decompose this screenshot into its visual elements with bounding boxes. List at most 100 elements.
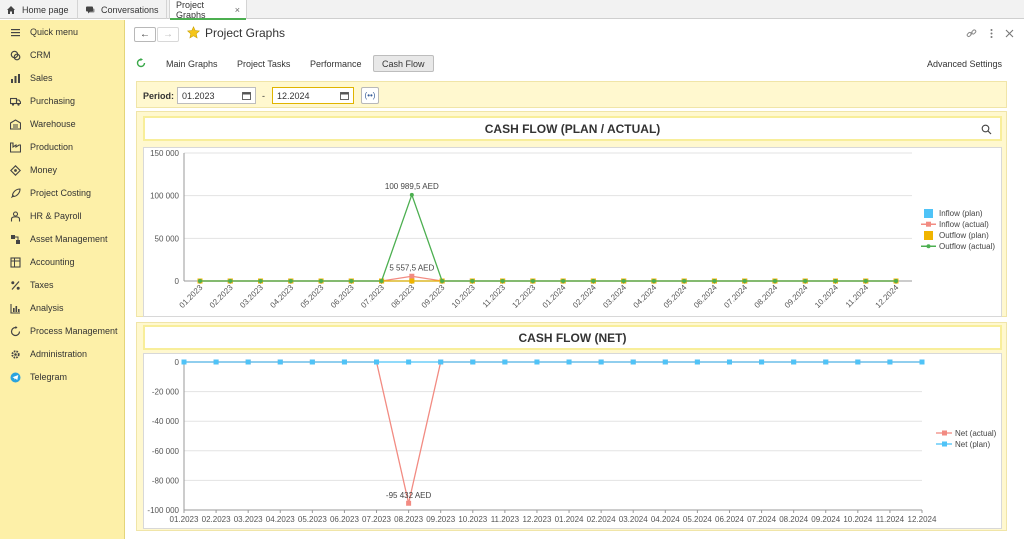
sidebar-item-production[interactable]: Production [0,137,125,157]
chart2-title: CASH FLOW (NET) [143,325,1002,350]
y-tick-label: -20 000 [152,388,180,397]
y-tick-label: 150 000 [150,149,179,158]
x-tick-label: 02.2024 [571,283,598,310]
x-tick-label: 12.2024 [874,283,901,310]
sidebar-item-label: Purchasing [30,96,76,106]
legend-label: Inflow (actual) [939,220,989,229]
period-separator: - [262,91,265,101]
sidebar-item-sales[interactable]: Sales [0,68,125,88]
period-from-value: 01.2023 [182,90,215,101]
x-tick-label: 07.2024 [747,515,776,524]
chart2-title-text: CASH FLOW (NET) [518,330,627,345]
person-icon [10,210,21,221]
sales-icon [11,73,20,83]
chart1-plot-area: 0 50 000 100 000 150 000 01.2023 02.2023 03.20… [143,147,1002,317]
subtab-performance[interactable]: Performance [310,58,362,69]
period-select-button[interactable]: (••) [361,87,379,104]
sidebar-item-taxes[interactable]: Taxes [0,275,125,295]
tab-label: Home page [22,4,69,15]
data-point [682,279,687,283]
legend-marker [926,221,931,227]
sidebar-item-warehouse[interactable]: Warehouse [0,114,125,134]
series-line [184,361,922,504]
legend-marker [926,244,931,249]
x-tick-label: 04.2023 [266,515,295,524]
process-icon [10,325,21,336]
period-from-input[interactable]: 01.2023 [177,87,256,104]
tab-conversations[interactable]: Conversations [79,0,167,19]
y-tick-label: 0 [175,277,180,286]
data-point [409,192,414,197]
data-point [694,359,700,365]
x-tick-label: 10.2023 [458,515,487,524]
top-tab-bar: Home page Conversations Project Graphs × [0,0,1024,20]
x-tick-label: 04.2024 [651,515,680,524]
close-icon[interactable]: × [234,4,240,15]
close-page-icon[interactable] [1004,28,1015,39]
sidebar-item-purchasing[interactable]: Purchasing [0,91,125,111]
tab-project-graphs[interactable]: Project Graphs × [169,0,247,20]
x-tick-label: 08.2024 [779,515,808,524]
series-line [200,275,896,282]
asset-icon [11,234,20,244]
advanced-settings-link[interactable]: Advanced Settings [926,59,1002,69]
data-point [309,359,315,365]
calendar-icon[interactable] [242,91,251,100]
data-point [726,359,732,365]
magnifier-icon[interactable] [981,124,992,135]
sidebar-item-money[interactable]: Money [0,160,125,180]
data-point [228,279,233,283]
data-point [772,279,777,283]
sidebar-item-label: Quick menu [30,27,79,37]
factory-icon [10,141,21,153]
tab-home-page[interactable]: Home page [0,0,78,19]
subtab-cash-flow[interactable]: Cash Flow [373,55,434,72]
sidebar-item-label: Project Costing [30,188,92,198]
period-to-input[interactable]: 12.2024 [272,87,354,104]
data-point [591,279,596,283]
gear-icon [11,349,20,359]
data-point [833,279,838,283]
link-icon[interactable] [966,28,977,39]
x-tick-label: 04.2024 [632,283,659,310]
data-point [919,359,925,365]
x-tick-label: 06.2024 [692,283,719,310]
sidebar-item-hr-payroll[interactable]: HR & Payroll [0,206,125,226]
data-point [341,359,347,365]
warehouse-icon [10,118,21,130]
forward-button[interactable]: → [157,27,179,42]
sidebar-item-telegram[interactable]: Telegram [0,367,125,387]
sidebar-item-accounting[interactable]: Accounting [0,252,125,272]
x-tick-label: 09.2024 [811,515,840,524]
data-point [621,279,626,283]
favorite-star-icon[interactable] [187,26,200,39]
sidebar-item-label: Taxes [30,280,54,290]
more-options-icon[interactable] [986,28,997,39]
x-tick-label: 09.2024 [783,283,810,310]
rocket-icon [10,187,21,198]
legend-swatch [924,231,933,240]
y-tick-label: -80 000 [152,476,180,485]
sidebar-item-process-management[interactable]: Process Management [0,321,125,341]
refresh-icon[interactable] [136,58,146,68]
data-point [181,359,187,365]
legend-marker [942,430,947,436]
sidebar-item-label: Telegram [30,372,68,382]
sidebar-item-crm[interactable]: CRM [0,45,125,65]
x-tick-label: 09.2023 [426,515,455,524]
subtab-project-tasks[interactable]: Project Tasks [237,58,291,69]
crm-icon [10,50,21,60]
subtab-main-graphs[interactable]: Main Graphs [166,58,218,69]
ledger-icon [10,256,21,268]
calendar-icon[interactable] [340,91,349,100]
page-title: Project Graphs [205,26,286,40]
sidebar-item-analysis[interactable]: Analysis [0,298,125,318]
x-tick-label: 01.2024 [541,283,568,310]
back-button[interactable]: ← [134,27,156,42]
sidebar-item-administration[interactable]: Administration [0,344,125,364]
sidebar-item-quick-menu[interactable]: Quick menu [0,22,125,42]
y-tick-label: -60 000 [152,447,180,456]
legend-label: Inflow (plan) [939,209,983,218]
sidebar-item-asset-management[interactable]: Asset Management [0,229,125,249]
sidebar-item-project-costing[interactable]: Project Costing [0,183,125,203]
